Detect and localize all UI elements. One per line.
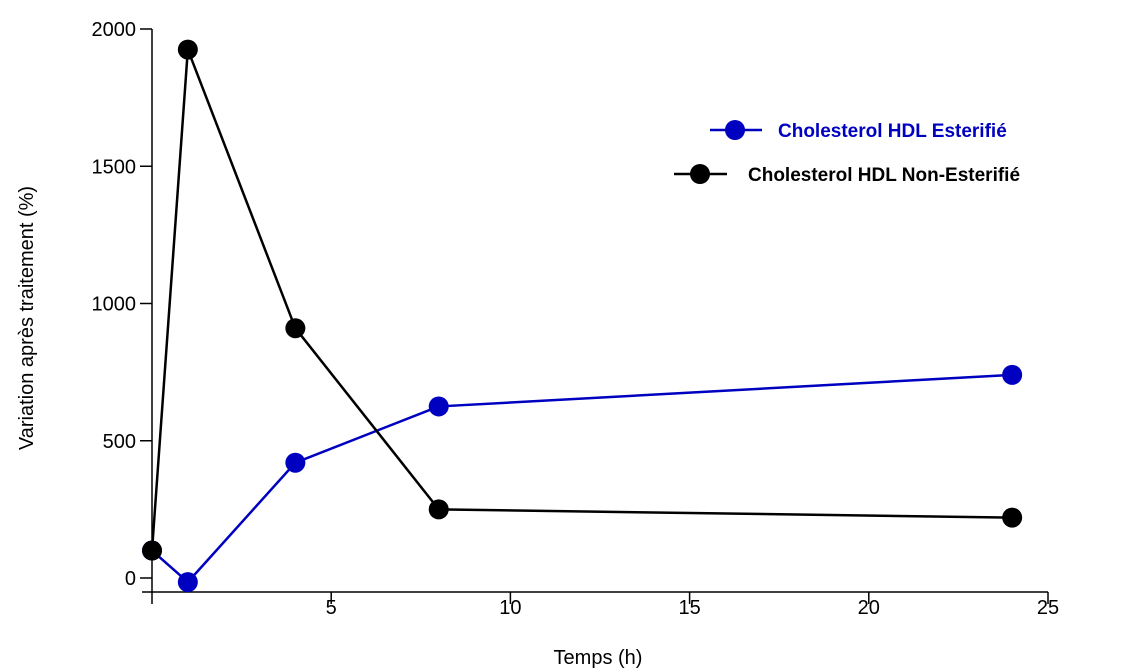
series-1 xyxy=(142,39,1023,561)
legend: Cholesterol HDL Esterifié Cholesterol HDL… xyxy=(674,120,1020,186)
data-point xyxy=(428,396,449,417)
data-point xyxy=(428,499,449,520)
y-tick-label: 500 xyxy=(103,431,136,453)
y-axis-title: Variation après traitement (%) xyxy=(16,186,38,450)
x-tick-label: 10 xyxy=(499,597,521,619)
data-point xyxy=(285,452,306,473)
axes xyxy=(142,29,1048,604)
y-tick-label: 1000 xyxy=(92,294,137,316)
x-tick-label: 25 xyxy=(1037,597,1059,619)
legend-label: Cholesterol HDL Esterifié xyxy=(778,121,1007,142)
series-line xyxy=(151,373,1013,584)
data-point xyxy=(1002,507,1023,528)
series xyxy=(142,39,1023,593)
data-point xyxy=(142,540,162,561)
y-tick-label: 2000 xyxy=(92,19,137,41)
y-tick-label: 0 xyxy=(125,568,136,590)
legend-marker xyxy=(725,120,745,140)
data-point xyxy=(177,39,198,60)
legend-item: Cholesterol HDL Non-Esterifié xyxy=(674,164,1020,186)
ticks: 0 500 1000 1500 2000 5 10 15 20 25 xyxy=(92,19,1060,619)
data-point xyxy=(1002,364,1023,385)
x-tick-label: 15 xyxy=(678,597,700,619)
legend-label: Cholesterol HDL Non-Esterifié xyxy=(748,165,1020,186)
legend-item: Cholesterol HDL Esterifié xyxy=(710,120,1007,142)
data-point xyxy=(285,318,306,339)
series-0 xyxy=(142,364,1023,593)
x-axis-title: Temps (h) xyxy=(554,647,643,668)
legend-marker xyxy=(690,164,710,184)
y-tick-label: 1500 xyxy=(92,156,137,178)
data-point xyxy=(177,572,198,593)
x-tick-label: 20 xyxy=(858,597,880,619)
x-tick-label: 5 xyxy=(326,597,337,619)
